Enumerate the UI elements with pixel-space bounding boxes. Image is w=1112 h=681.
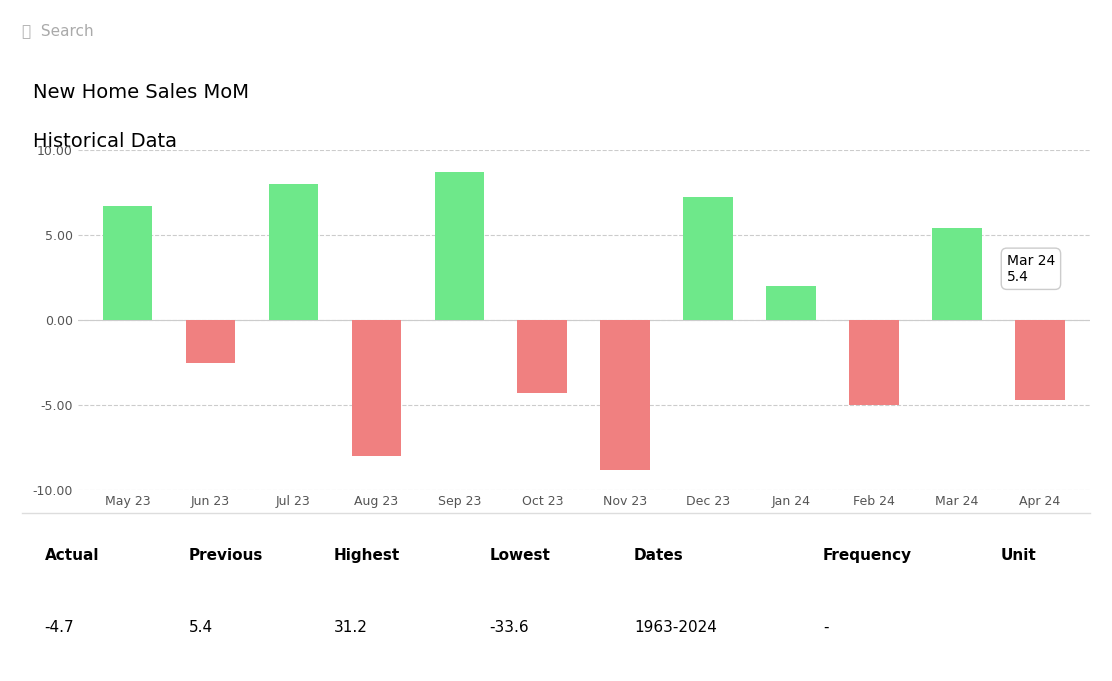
Bar: [1015, 320, 1065, 400]
Text: Actual: Actual: [44, 548, 99, 563]
Bar: [684, 197, 733, 320]
Text: FXEMPIRE: FXEMPIRE: [469, 16, 643, 45]
Text: New Home Sales MoM: New Home Sales MoM: [33, 83, 249, 102]
Text: -: -: [823, 620, 828, 635]
Bar: [850, 320, 898, 405]
Text: Historical Data: Historical Data: [33, 132, 177, 151]
Text: Mar 24
5.4: Mar 24 5.4: [1006, 253, 1055, 284]
Text: 5.4: 5.4: [189, 620, 214, 635]
Text: 🔍  Search: 🔍 Search: [22, 23, 93, 38]
Bar: [269, 184, 318, 320]
Bar: [600, 320, 651, 470]
Text: Previous: Previous: [189, 548, 264, 563]
Text: Highest: Highest: [334, 548, 400, 563]
Bar: [517, 320, 567, 393]
Bar: [435, 172, 484, 320]
Text: -4.7: -4.7: [44, 620, 75, 635]
Text: 1963-2024: 1963-2024: [634, 620, 717, 635]
Bar: [932, 228, 982, 320]
Bar: [102, 206, 152, 320]
Text: 31.2: 31.2: [334, 620, 367, 635]
Text: Frequency: Frequency: [823, 548, 912, 563]
Text: -33.6: -33.6: [489, 620, 529, 635]
Bar: [186, 320, 236, 362]
Text: Dates: Dates: [634, 548, 684, 563]
Bar: [766, 286, 816, 320]
Bar: [351, 320, 401, 456]
Text: Lowest: Lowest: [489, 548, 550, 563]
Text: Unit: Unit: [1001, 548, 1036, 563]
